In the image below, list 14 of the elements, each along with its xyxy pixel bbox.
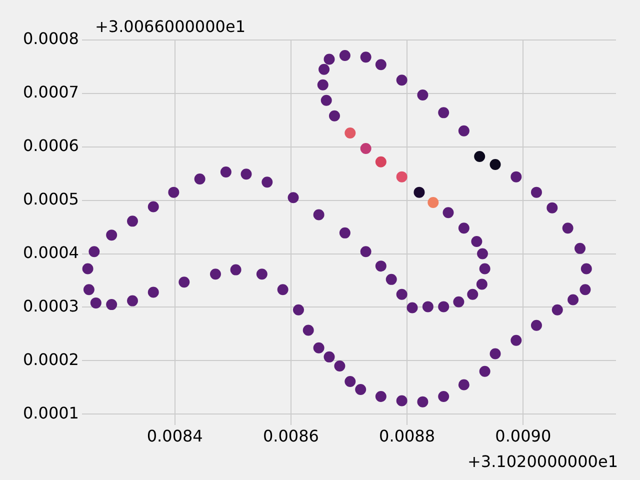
y-tick-label: 0.0003 [23, 296, 79, 316]
y-tick-label: 0.0008 [23, 29, 79, 48]
text: +3.0066000000e1 [95, 17, 246, 36]
y-tick-label: 0.0006 [23, 136, 79, 156]
y-tick-label: 0.0002 [23, 350, 79, 369]
text: +3.1020000000e1 [468, 452, 618, 471]
y-tick-label: 0.0001 [23, 403, 79, 422]
x-tick-label: 0.0088 [379, 426, 436, 446]
x-tick-label: 0.0086 [262, 426, 319, 446]
y-tick-label: 0.0005 [23, 189, 79, 208]
y-tick-label: 0.0007 [23, 82, 79, 102]
x-tick-label: 0.0084 [146, 426, 203, 446]
x-tick-label: 0.0090 [495, 426, 552, 446]
y-tick-label: 0.0004 [23, 242, 79, 262]
